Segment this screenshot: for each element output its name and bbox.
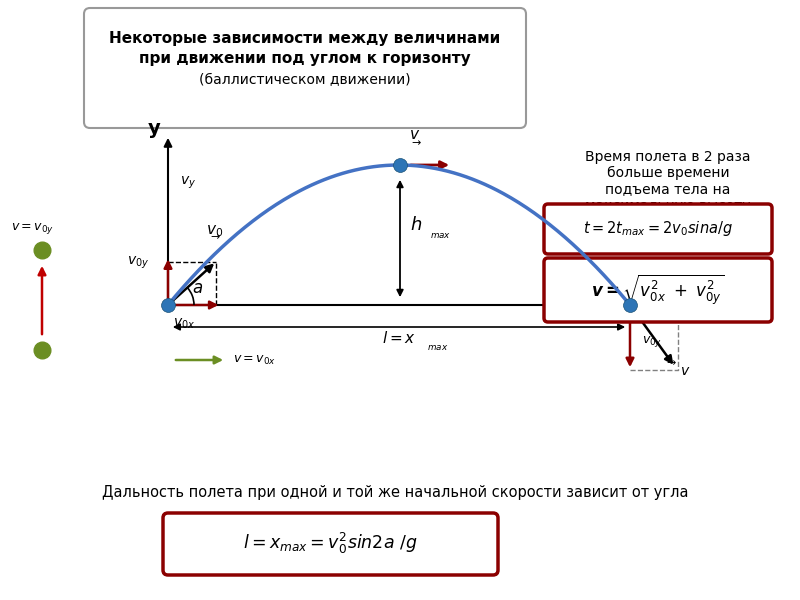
Text: $a$: $a$: [193, 279, 203, 297]
Text: $v=v_{0y}$: $v=v_{0y}$: [10, 221, 54, 236]
Text: $_{max}$: $_{max}$: [427, 340, 448, 353]
Text: $v_{0x}$: $v_{0x}$: [173, 317, 195, 331]
Text: $v$: $v$: [680, 364, 690, 378]
Text: Время полета в 2 раза
больше времени
подъема тела на
максимальную высоту: Время полета в 2 раза больше времени под…: [586, 150, 750, 213]
Text: $h$: $h$: [410, 216, 422, 234]
Text: $\mathit{l = x_{max}= v_0^{2}sin2a\ /g}$: $\mathit{l = x_{max}= v_0^{2}sin2a\ /g}$: [242, 530, 418, 556]
Text: (баллистическом движении): (баллистическом движении): [199, 73, 411, 87]
FancyBboxPatch shape: [544, 258, 772, 322]
FancyBboxPatch shape: [163, 513, 498, 575]
Text: Дальность полета при одной и той же начальной скорости зависит от угла: Дальность полета при одной и той же нача…: [102, 485, 688, 499]
Text: $\rightarrow$: $\rightarrow$: [208, 232, 221, 242]
Text: $v_{0x}$: $v_{0x}$: [635, 281, 655, 294]
Text: $l = x$: $l = x$: [382, 330, 416, 346]
Text: $v_{0y}$: $v_{0y}$: [127, 255, 149, 271]
Text: $\mathit{t= 2t_{max} = 2v_0 sina/g}$: $\mathit{t= 2t_{max} = 2v_0 sina/g}$: [583, 220, 733, 238]
Text: при движении под углом к горизонту: при движении под углом к горизонту: [139, 52, 471, 67]
FancyBboxPatch shape: [84, 8, 526, 128]
Text: $_{max}$: $_{max}$: [426, 228, 451, 241]
Text: $v_{0y}$: $v_{0y}$: [642, 334, 662, 349]
Text: Некоторые зависимости между величинами: Некоторые зависимости между величинами: [110, 31, 501, 46]
Text: $v=v_{0x}$: $v=v_{0x}$: [233, 353, 276, 367]
Text: $\rightarrow$: $\rightarrow$: [409, 137, 422, 147]
Text: $\boldsymbol{v = \sqrt{v_{0x}^{2}\ +\ v_{0y}^{2}}}$: $\boldsymbol{v = \sqrt{v_{0x}^{2}\ +\ v_…: [591, 273, 725, 307]
Text: y: y: [148, 118, 160, 137]
Text: $v$: $v$: [410, 127, 421, 142]
FancyBboxPatch shape: [544, 204, 772, 254]
Text: $v_y$: $v_y$: [180, 175, 196, 191]
Text: x: x: [704, 295, 716, 314]
Text: $\rightarrow$: $\rightarrow$: [663, 357, 677, 367]
Text: $v_0$: $v_0$: [206, 224, 223, 239]
